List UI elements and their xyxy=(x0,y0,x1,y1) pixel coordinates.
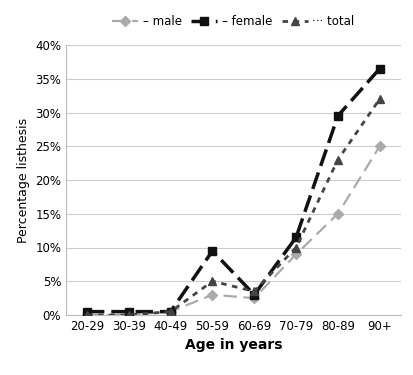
Legend: – male, – female, ··· total: – male, – female, ··· total xyxy=(107,10,359,33)
Y-axis label: Percentage listhesis: Percentage listhesis xyxy=(17,117,30,243)
X-axis label: Age in years: Age in years xyxy=(185,338,282,352)
